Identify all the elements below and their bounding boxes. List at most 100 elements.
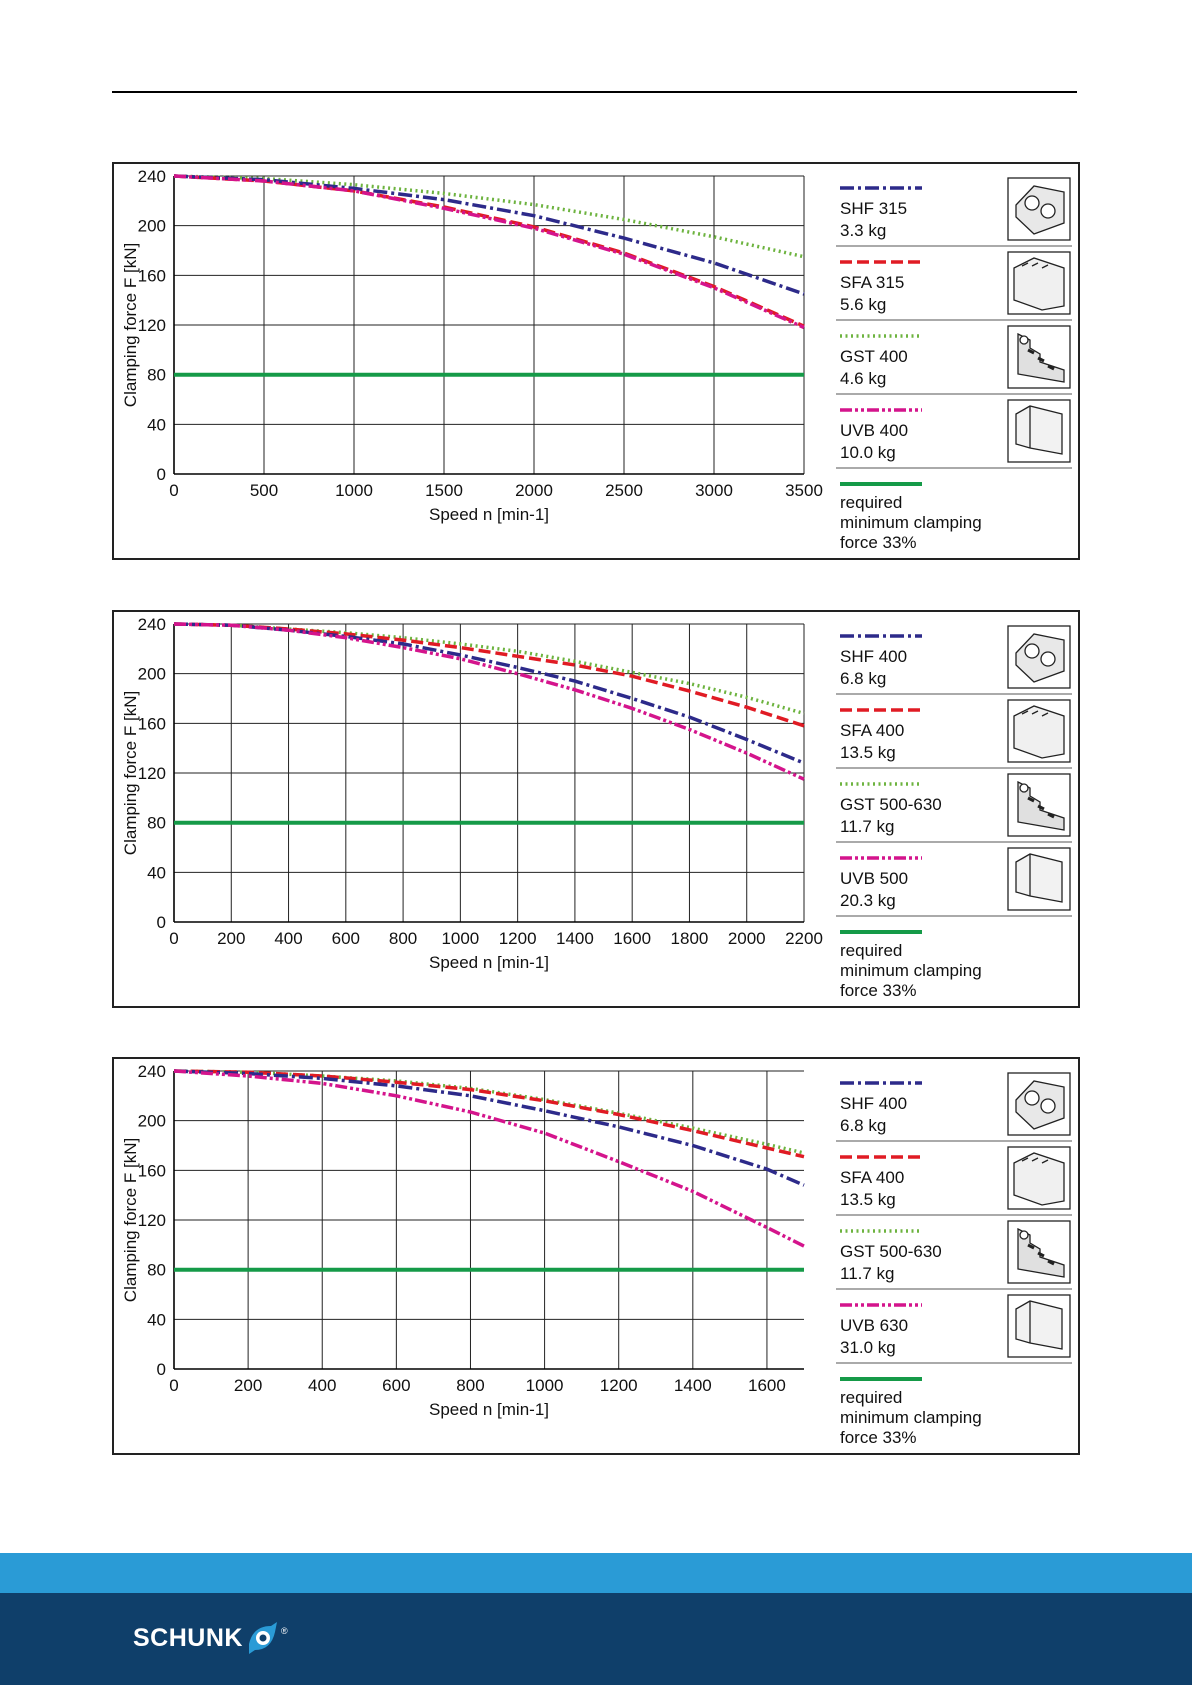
legend-mass: 10.0 kg	[840, 443, 896, 462]
jaw-steps	[1027, 796, 1055, 819]
legend-entry-gst: GST 500-630 11.7 kg	[836, 1220, 1072, 1290]
series-line-sfa	[173, 1069, 805, 1159]
series-line-gst	[173, 174, 805, 259]
x-tick-label: 0	[169, 1376, 178, 1395]
legend-mass: 13.5 kg	[840, 743, 896, 762]
legend-label: minimum clamping	[840, 513, 982, 532]
legend-entry-sfa: SFA 400 13.5 kg	[836, 699, 1072, 769]
legend-mass: 11.7 kg	[840, 1264, 895, 1283]
bore-hole	[1019, 335, 1029, 345]
y-tick-label: 240	[138, 1062, 166, 1081]
registered-mark: ®	[280, 1626, 288, 1636]
x-tick-label: 1400	[674, 1376, 712, 1395]
legend-label: UVB 630	[840, 1316, 908, 1335]
legend-label: required	[840, 1388, 902, 1407]
y-tick-label: 40	[147, 863, 166, 882]
footer-accent-band	[0, 1553, 1192, 1593]
y-tick-label: 120	[138, 1211, 166, 1230]
legend-entry-shf: SHF 400 6.8 kg	[836, 1072, 1072, 1142]
legend-entry-sfa: SFA 400 13.5 kg	[836, 1146, 1072, 1216]
legend-entry-gst: GST 500-630 11.7 kg	[836, 773, 1072, 843]
y-tick-label: 0	[157, 1360, 166, 1379]
jaw-body	[1013, 705, 1065, 759]
y-tick-label: 120	[138, 764, 166, 783]
x-tick-label: 800	[456, 1376, 484, 1395]
logo-gripper-icon	[248, 1622, 277, 1654]
jaw-body	[1017, 332, 1065, 383]
legend-entry-uvb: UVB 500 20.3 kg	[836, 847, 1072, 917]
x-tick-label: 1000	[441, 929, 479, 948]
x-tick-label: 2200	[785, 929, 823, 948]
bore-hole	[1019, 783, 1029, 793]
bore-hole	[1040, 651, 1056, 667]
legend-entry-uvb: UVB 630 31.0 kg	[836, 1294, 1072, 1364]
x-tick-label: 800	[389, 929, 417, 948]
y-tick-label: 160	[138, 1161, 166, 1180]
jaw-body	[1013, 257, 1065, 311]
x-tick-label: 500	[250, 481, 278, 500]
legend-label: SHF 400	[840, 647, 907, 666]
x-axis-label: Speed n [min-1]	[429, 505, 549, 524]
legend-label: SFA 400	[840, 721, 904, 740]
legend-label: minimum clamping	[840, 1408, 982, 1427]
x-tick-label: 1500	[425, 481, 463, 500]
logo-wordmark: SCHUNK	[133, 1623, 243, 1652]
legend-mass: 6.8 kg	[840, 1116, 886, 1135]
legend-label: required	[840, 493, 902, 512]
jaw-body	[1017, 780, 1065, 831]
y-tick-label: 80	[147, 366, 166, 385]
legend-label: GST 400	[840, 347, 908, 366]
legend-label: UVB 500	[840, 869, 908, 888]
chart-panel-1: 0 500 1000 1500 2000 2500 3000 3500 0 40 80 120 160 2…	[112, 162, 1080, 560]
y-tick-label: 0	[157, 913, 166, 932]
x-tick-label: 3500	[785, 481, 823, 500]
legend-label: required	[840, 941, 902, 960]
legend-label: force 33%	[840, 533, 917, 552]
gst-jaw-icon	[1017, 1227, 1065, 1278]
x-axis-label: Speed n [min-1]	[429, 953, 549, 972]
uvb-jaw-icon	[1015, 405, 1063, 455]
series-line-sfa	[173, 174, 805, 328]
legend-mass: 5.6 kg	[840, 295, 886, 314]
legend-mass: 6.8 kg	[840, 669, 886, 688]
series-line-gst	[173, 1069, 805, 1155]
x-tick-label: 1600	[748, 1376, 786, 1395]
jaw-serration	[1021, 710, 1049, 717]
y-tick-label: 200	[138, 217, 166, 236]
x-tick-label: 3000	[695, 481, 733, 500]
series-line-shf	[173, 622, 805, 765]
legend-entry-gst: GST 400 4.6 kg	[836, 325, 1072, 395]
bore-hole	[1040, 1098, 1056, 1114]
y-tick-label: 200	[138, 1112, 166, 1131]
jaw-body	[1017, 1227, 1065, 1278]
x-tick-label: 200	[234, 1376, 262, 1395]
schunk-logo[interactable]: SCHUNK ®	[133, 1620, 288, 1656]
x-tick-label: 400	[308, 1376, 336, 1395]
chart-panel-2: 0 200 400 600 800 1000 1200 1400 1600 1800 2000 220…	[112, 610, 1080, 1008]
legend-label: SHF 315	[840, 199, 907, 218]
y-tick-label: 240	[138, 167, 166, 186]
jaw-steps	[1027, 348, 1055, 371]
bore-hole	[1024, 643, 1040, 659]
y-axis-label: Clamping force F [kN]	[121, 691, 140, 855]
sfa-jaw-icon	[1013, 257, 1065, 311]
series-line-sfa	[173, 622, 805, 728]
bore-hole	[1019, 1230, 1029, 1240]
y-tick-label: 0	[157, 465, 166, 484]
legend-label: SFA 400	[840, 1168, 904, 1187]
x-tick-label: 1000	[335, 481, 373, 500]
legend-mass: 4.6 kg	[840, 369, 886, 388]
x-tick-label: 600	[382, 1376, 410, 1395]
gst-jaw-icon	[1017, 780, 1065, 831]
shf-jaw-icon	[1015, 185, 1065, 235]
y-tick-label: 120	[138, 316, 166, 335]
jaw-body	[1013, 1152, 1065, 1206]
header-rule	[112, 91, 1077, 93]
grid	[173, 175, 805, 475]
legend-label: GST 500-630	[840, 795, 942, 814]
y-tick-label: 80	[147, 814, 166, 833]
jaw-serration	[1021, 1157, 1049, 1164]
